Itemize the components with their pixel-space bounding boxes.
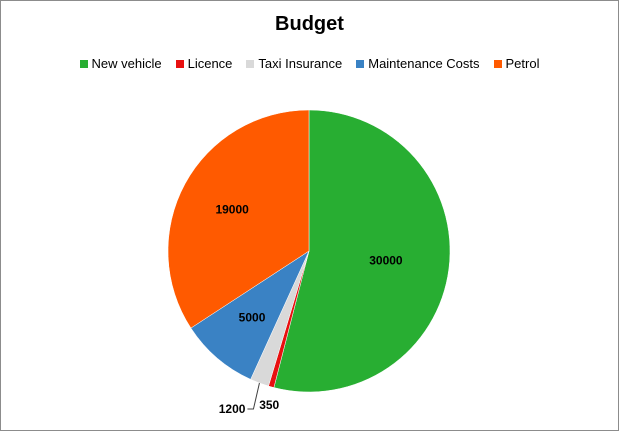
legend-item-new-vehicle: New vehicle [79,56,162,71]
legend-item-maintenance-costs: Maintenance Costs [356,56,480,71]
legend-item-taxi-insurance: Taxi Insurance [246,56,342,71]
chart-legend: New vehicle Licence Taxi Insurance Maintena… [1,56,618,71]
data-label: 19000 [215,202,249,216]
pie-slice-maintenance-costs [190,250,310,380]
legend-swatch [175,59,184,68]
legend-label: Petrol [505,56,540,71]
legend-item-petrol: Petrol [493,56,540,71]
legend-swatch [493,59,502,68]
leader-line [247,382,260,410]
pie-slice-new-vehicle [273,109,451,393]
pie-slice-petrol [167,109,310,329]
legend-label: Licence [187,56,233,71]
legend-item-licence: Licence [175,56,233,71]
data-label: 5000 [239,310,266,324]
legend-swatch [79,59,88,68]
data-label: 350 [259,398,279,412]
legend-label: New vehicle [91,56,162,71]
legend-label: Maintenance Costs [368,56,480,71]
data-label: 30000 [369,254,403,268]
legend-swatch [356,59,365,68]
data-label: 1200 [219,402,246,416]
legend-label: Taxi Insurance [258,56,343,71]
legend-swatch [246,59,255,68]
chart-title: Budget [275,13,344,35]
